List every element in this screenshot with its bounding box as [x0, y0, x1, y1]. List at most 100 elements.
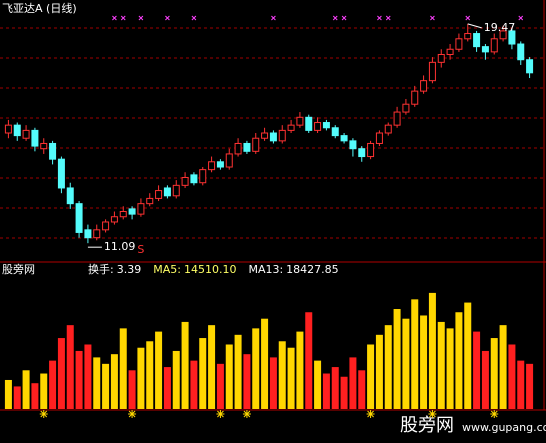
candle-body — [190, 174, 198, 184]
candle-body — [358, 148, 366, 158]
indicator-label: MA13: — [248, 263, 283, 276]
candle-body — [375, 132, 383, 144]
candle-body — [13, 124, 21, 137]
volume-bar — [287, 347, 295, 409]
candle-body — [428, 61, 436, 82]
volume-bar — [314, 360, 322, 409]
signal-star — [490, 410, 499, 418]
candle-body — [384, 124, 392, 134]
signal-cross — [165, 15, 170, 21]
volume-bar — [75, 350, 83, 409]
signal-cross — [138, 15, 144, 21]
volume-bar — [437, 321, 445, 409]
volume-bar — [181, 321, 189, 409]
volume-bar — [66, 325, 74, 409]
signal-cross — [120, 15, 126, 21]
signal-cross — [430, 15, 435, 21]
candle-body — [66, 187, 74, 205]
volume-bar — [375, 334, 383, 409]
candle-body — [146, 197, 154, 205]
candle-body — [40, 142, 48, 150]
volume-bar — [190, 360, 198, 409]
volume-bar — [296, 331, 304, 409]
signal-star — [216, 410, 225, 418]
volume-bar — [102, 363, 110, 409]
volume-bar — [340, 376, 348, 409]
indicator-label: MA5: — [153, 263, 181, 276]
candle-body — [287, 124, 295, 131]
indicator-value: 3.39 — [117, 263, 142, 276]
signal-star — [39, 410, 48, 418]
candle-body — [420, 80, 428, 92]
volume-bar — [331, 367, 339, 409]
signal-cross — [191, 15, 197, 21]
volume-bar — [349, 357, 357, 409]
candle-body — [119, 211, 127, 218]
candle-body — [331, 127, 339, 137]
candle-body — [49, 142, 57, 160]
candle-body — [208, 161, 216, 171]
signal-cross — [465, 15, 471, 21]
candle-body — [137, 203, 145, 215]
volume-bar — [261, 318, 269, 409]
volume-bar — [146, 341, 154, 409]
candle-body — [402, 103, 410, 113]
candle-body — [490, 38, 498, 53]
candle-body — [172, 184, 180, 197]
volume-bar — [84, 344, 92, 409]
volume-bar — [119, 328, 127, 409]
signal-cross — [385, 15, 391, 21]
volume-bar — [93, 357, 101, 409]
volume-bar — [225, 344, 233, 409]
volume-bar — [172, 350, 180, 409]
candle-body — [367, 142, 375, 158]
candle-body — [296, 116, 304, 126]
candle-body — [155, 190, 163, 199]
volume-bar — [358, 370, 366, 409]
volume-bar — [402, 318, 410, 409]
candle-body — [269, 132, 277, 142]
candle-body — [102, 221, 110, 231]
signal-star — [366, 410, 375, 418]
candle-body — [57, 158, 65, 189]
arrow — [467, 23, 482, 29]
volume-bar — [208, 325, 216, 409]
watermark-brand: 股旁网 — [400, 415, 454, 436]
volume-bar — [384, 325, 392, 409]
volume-bar — [517, 360, 525, 409]
volume-bar — [322, 373, 330, 409]
candle-body — [305, 116, 313, 131]
signal-cross — [271, 15, 276, 21]
volume-bar — [199, 338, 207, 409]
candle-body — [110, 216, 118, 223]
candle-body — [225, 153, 233, 168]
candle-body — [4, 124, 12, 134]
candle-body — [22, 129, 30, 139]
candle-body — [278, 129, 286, 142]
candle-body — [446, 48, 454, 55]
candle-body — [163, 187, 171, 197]
volume-bar — [128, 370, 136, 409]
volume-bar — [490, 338, 498, 409]
candle-body — [322, 122, 330, 129]
volume-bar — [137, 347, 145, 409]
candle-body — [526, 59, 534, 74]
volume-bar — [473, 331, 481, 409]
candle-body — [481, 46, 489, 53]
signal-label: S — [137, 243, 144, 256]
candle-body — [517, 43, 525, 61]
volume-bar — [420, 315, 428, 409]
volume-bar — [4, 379, 12, 409]
candle-body — [31, 129, 39, 147]
indicator-value: 18427.85 — [286, 263, 339, 276]
candle-body — [340, 135, 348, 142]
signal-cross — [112, 15, 117, 21]
candle-body — [93, 229, 101, 239]
volume-bar — [234, 334, 242, 409]
signal-cross — [518, 15, 524, 21]
candle-body — [499, 30, 507, 40]
volume-bar — [216, 363, 224, 409]
candle-body — [464, 33, 472, 40]
volume-bar — [40, 373, 48, 409]
